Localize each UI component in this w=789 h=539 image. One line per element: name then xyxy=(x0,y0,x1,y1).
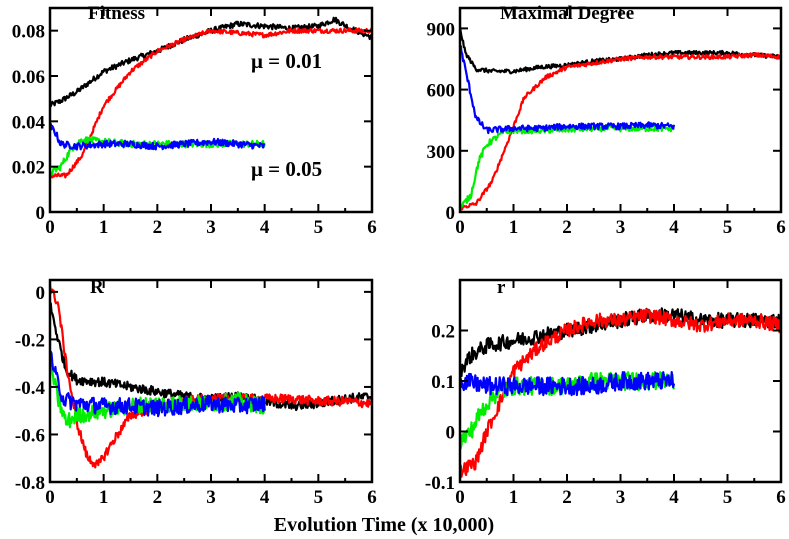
panel-title: Fitness xyxy=(88,3,145,24)
series-blue-line xyxy=(48,350,266,418)
y-tick-label: -0.1 xyxy=(425,473,455,494)
x-tick-label: 4 xyxy=(669,217,679,238)
plot-frame xyxy=(48,6,374,214)
x-axis-label: Evolution Time (x 10,000) xyxy=(274,514,494,536)
y-tick-label: 600 xyxy=(427,81,456,102)
mutation-rate-annotation: μ = 0.01 xyxy=(251,49,322,73)
x-tick-label: 4 xyxy=(669,487,679,508)
x-tick-label: 0 xyxy=(455,487,465,508)
x-tick-label: 3 xyxy=(206,217,216,238)
series-red-line xyxy=(48,285,374,469)
y-tick-label: -0.4 xyxy=(15,378,46,399)
x-tick-label: 6 xyxy=(776,217,786,238)
x-tick-label: 6 xyxy=(367,487,377,508)
y-tick-label: 0.02 xyxy=(12,158,45,179)
y-tick-label: 0 xyxy=(36,203,46,224)
x-tick-label: 5 xyxy=(314,217,324,238)
y-tick-label: 0 xyxy=(446,423,456,444)
panel-r: 0 1 2 3 4 5 6-0.100.10.2r xyxy=(425,277,786,508)
y-tick-label: 900 xyxy=(427,19,456,40)
x-tick-label: 1 xyxy=(99,487,109,508)
x-tick-label: 0 xyxy=(45,217,55,238)
series-blue-line xyxy=(459,44,676,135)
x-tick-label: 3 xyxy=(616,217,626,238)
series-blue-line xyxy=(458,371,676,397)
x-tick-label: 6 xyxy=(776,487,786,508)
y-tick-label: 0.06 xyxy=(12,67,45,88)
plot-frame xyxy=(458,6,783,214)
series-black-line xyxy=(49,16,373,108)
mutation-rate-annotation: μ = 0.05 xyxy=(251,157,322,181)
y-tick-label: 0.04 xyxy=(12,112,46,133)
panel-title: R xyxy=(90,277,104,298)
y-tick-label: 0 xyxy=(446,203,456,224)
x-tick-label: 2 xyxy=(562,217,572,238)
x-tick-label: 1 xyxy=(509,217,519,238)
x-tick-label: 5 xyxy=(723,487,733,508)
x-tick-label: 3 xyxy=(206,487,216,508)
series-green-line xyxy=(458,124,675,211)
x-tick-label: 5 xyxy=(723,217,733,238)
y-tick-label: 0 xyxy=(36,283,46,304)
x-tick-label: 1 xyxy=(509,487,519,508)
y-tick-label: 0.08 xyxy=(12,22,45,43)
x-tick-label: 0 xyxy=(455,217,465,238)
panel-fitness: 0 1 2 3 4 5 6 0 0.02 0.04 0.06 0.08 Fitness μ = 0.01 μ… xyxy=(12,3,377,238)
series-black-line xyxy=(49,302,374,412)
x-tick-label: 2 xyxy=(153,217,163,238)
series-red-line xyxy=(458,308,783,478)
x-tick-label: 4 xyxy=(260,487,270,508)
x-tick-label: 3 xyxy=(616,487,626,508)
panel-R: 0 1 2 3 4 5 6 -0.8 -0.6 -0.4 -0.2 0 R xyxy=(15,277,377,508)
y-tick-label: 0.1 xyxy=(431,372,455,393)
series-black-line xyxy=(458,26,782,75)
y-tick-label: -0.2 xyxy=(15,330,45,351)
x-tick-label: 1 xyxy=(99,217,109,238)
x-tick-label: 0 xyxy=(45,487,55,508)
x-tick-label: 5 xyxy=(314,487,324,508)
x-tick-label: 2 xyxy=(153,487,163,508)
series-green-line xyxy=(48,361,266,429)
x-tick-label: 2 xyxy=(562,487,572,508)
x-tick-label: 6 xyxy=(367,217,377,238)
panel-title: Maximal Degree xyxy=(500,3,634,24)
x-tick-label: 4 xyxy=(260,217,270,238)
y-tick-label: 0.2 xyxy=(431,322,455,343)
y-tick-label: -0.6 xyxy=(15,425,45,446)
series-red-line xyxy=(48,27,373,179)
y-tick-label: -0.8 xyxy=(15,473,45,494)
panel-maximal-degree: 0 1 2 3 4 5 6 0 300 600 900 Maximal Degree xyxy=(427,3,786,238)
y-tick-label: 300 xyxy=(427,142,456,163)
panel-title: r xyxy=(497,277,506,298)
series-blue-line xyxy=(49,122,266,151)
